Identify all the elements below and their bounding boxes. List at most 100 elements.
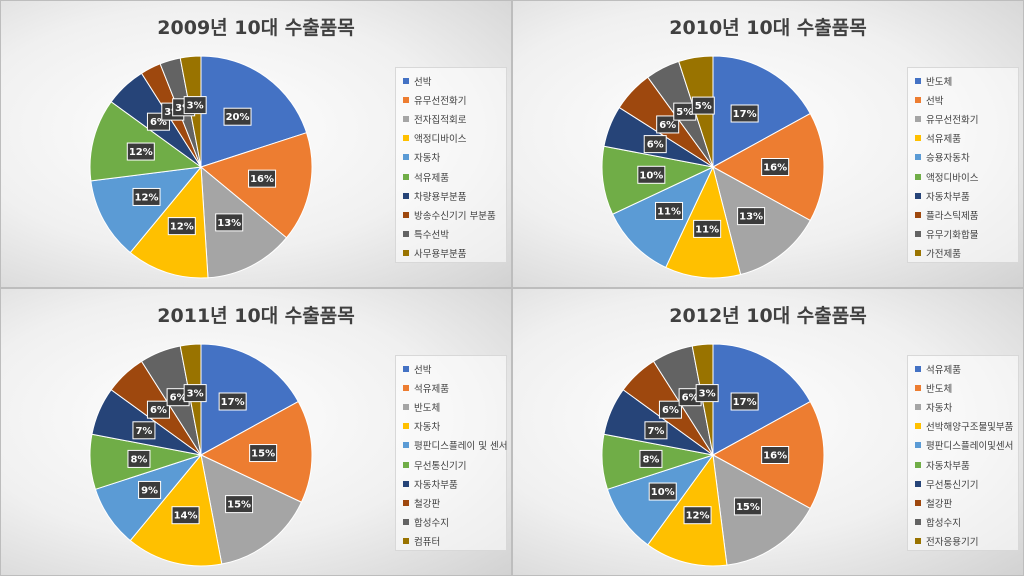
data-label-text: 6%	[150, 405, 167, 416]
data-label-text: 12%	[129, 147, 153, 158]
data-label-box	[643, 135, 667, 154]
legend-swatch	[403, 423, 409, 430]
legend-label: 컴퓨터	[414, 537, 441, 549]
legend-label: 무선통신기기	[414, 460, 467, 472]
legend-item: 선박	[403, 71, 506, 90]
pie-slice	[90, 166, 203, 254]
legend-swatch	[403, 115, 409, 122]
data-label-text: 6%	[662, 405, 679, 416]
legend-label: 선박	[414, 76, 432, 88]
legend-item: 합성수지	[915, 513, 1018, 532]
legend-item: 차량용부분품	[403, 186, 506, 205]
data-label-text: 16%	[250, 174, 274, 185]
data-label-text: 7%	[135, 426, 152, 437]
legend-swatch	[403, 77, 409, 84]
data-label: 12%	[132, 187, 161, 206]
chart-panel-2010: 2010년 10대 수출품목 17% 16% 13% 11% 11% 10% 6% 6% 5% 5…	[512, 0, 1024, 288]
legend-label: 자동차	[414, 153, 441, 165]
data-label: 7%	[132, 421, 156, 440]
data-label: 8%	[127, 449, 151, 468]
data-label-text: 14%	[174, 511, 198, 522]
data-label: 6%	[146, 400, 170, 419]
data-label: 20%	[223, 107, 252, 126]
legend-swatch	[915, 96, 921, 103]
data-label-box	[655, 201, 684, 220]
data-label: 11%	[655, 201, 684, 220]
data-label: 14%	[171, 506, 200, 525]
data-label-box	[648, 482, 677, 501]
legend-label: 방송수신기기 부분품	[414, 210, 496, 222]
legend-item: 자동차	[403, 417, 506, 436]
legend-item: 선박	[915, 90, 1018, 109]
legend-swatch	[915, 480, 921, 487]
legend-swatch	[403, 365, 409, 372]
legend-label: 석유제품	[926, 134, 961, 146]
data-label-box	[730, 392, 759, 411]
data-label-box	[733, 497, 762, 516]
legend-item: 자동차부품	[915, 455, 1018, 474]
legend-item: 자동차부품	[403, 474, 506, 493]
data-label-text: 17%	[733, 109, 757, 120]
data-label-text: 8%	[642, 454, 659, 465]
legend-item: 자동차	[403, 148, 506, 167]
legend-label: 유무선전화기	[926, 114, 979, 126]
legend-swatch	[915, 519, 921, 526]
legend-swatch	[915, 173, 921, 180]
legend-item: 전자집적회로	[403, 109, 506, 128]
data-label: 5%	[691, 96, 715, 115]
legend-item: 방송수신기기 부분품	[403, 205, 506, 224]
data-label-text: 13%	[217, 218, 241, 229]
data-label-text: 6%	[647, 140, 664, 151]
chart-legend: 선박 석유제품 반도체 자동차 평판디스플레이 및 센서 무선통신기기 자동차부품 철강판 합성…	[395, 355, 507, 551]
data-label-box	[249, 444, 278, 463]
legend-label: 반도체	[926, 76, 953, 88]
chart-panel-2011: 2011년 10대 수출품목 17% 15% 15% 14% 9% 8% 7% 6% 6% 3% …	[0, 288, 512, 576]
legend-swatch	[403, 403, 409, 410]
data-label-box	[171, 506, 200, 525]
pie-chart: 17%16%15%12%10%8%7%6%6% 3%	[601, 343, 825, 567]
data-label: 17%	[730, 392, 759, 411]
legend-label: 자동차부품	[926, 191, 970, 203]
data-label: 3%	[183, 96, 207, 115]
legend-label: 자동차부품	[414, 479, 458, 491]
data-label-text: 3%	[187, 389, 204, 400]
legend-label: 플라스틱제품	[926, 210, 979, 222]
data-label-text: 12%	[686, 511, 710, 522]
chart-legend: 반도체 선박 유무선전화기 석유제품 승용자동차 액정디바이스 자동차부품 플라스틱제품 유무기…	[907, 67, 1019, 263]
legend-swatch	[915, 384, 921, 391]
legend-item: 석유제품	[403, 378, 506, 397]
data-label-text: 5%	[676, 107, 693, 118]
legend-item: 반도체	[915, 378, 1018, 397]
legend-swatch	[915, 231, 921, 238]
pie-slice	[200, 165, 288, 279]
data-label: 15%	[733, 497, 762, 516]
legend-swatch	[403, 519, 409, 526]
data-label: 13%	[215, 213, 244, 232]
chart-legend: 석유제품 반도체 자동차 선박해양구조물및부품 평판디스플레이및센서 자동차부품 무선통신기…	[907, 355, 1019, 551]
legend-swatch	[915, 442, 921, 449]
legend-swatch	[403, 173, 409, 180]
legend-label: 석유제품	[926, 364, 961, 376]
data-label-box	[215, 213, 244, 232]
legend-swatch	[915, 115, 921, 122]
data-label: 9%	[138, 480, 162, 499]
pie-slice	[712, 343, 811, 456]
legend-item: 플라스틱제품	[915, 205, 1018, 224]
data-label-text: 3%	[187, 101, 204, 112]
legend-item: 유무선전화기	[403, 90, 506, 109]
legend-label: 합성수지	[414, 518, 449, 530]
data-label-box	[761, 446, 790, 464]
legend-label: 선박해양구조물및부품	[926, 422, 1014, 434]
legend-item: 자동차	[915, 397, 1018, 416]
legend-swatch	[403, 480, 409, 487]
pie-chart: 20%16%13%12%12%12%6%3%3%3%	[89, 55, 313, 279]
legend-item: 컴퓨터	[403, 532, 506, 551]
pie-slice	[200, 55, 308, 168]
legend-swatch	[403, 192, 409, 199]
legend-item: 선박	[403, 359, 506, 378]
legend-label: 가전제품	[926, 249, 961, 261]
legend-item: 석유제품	[915, 129, 1018, 148]
legend-item: 합성수지	[403, 513, 506, 532]
legend-swatch	[403, 499, 409, 506]
pie-chart: 17%15%15%14%9%8%7%6%6% 3%	[89, 343, 313, 567]
